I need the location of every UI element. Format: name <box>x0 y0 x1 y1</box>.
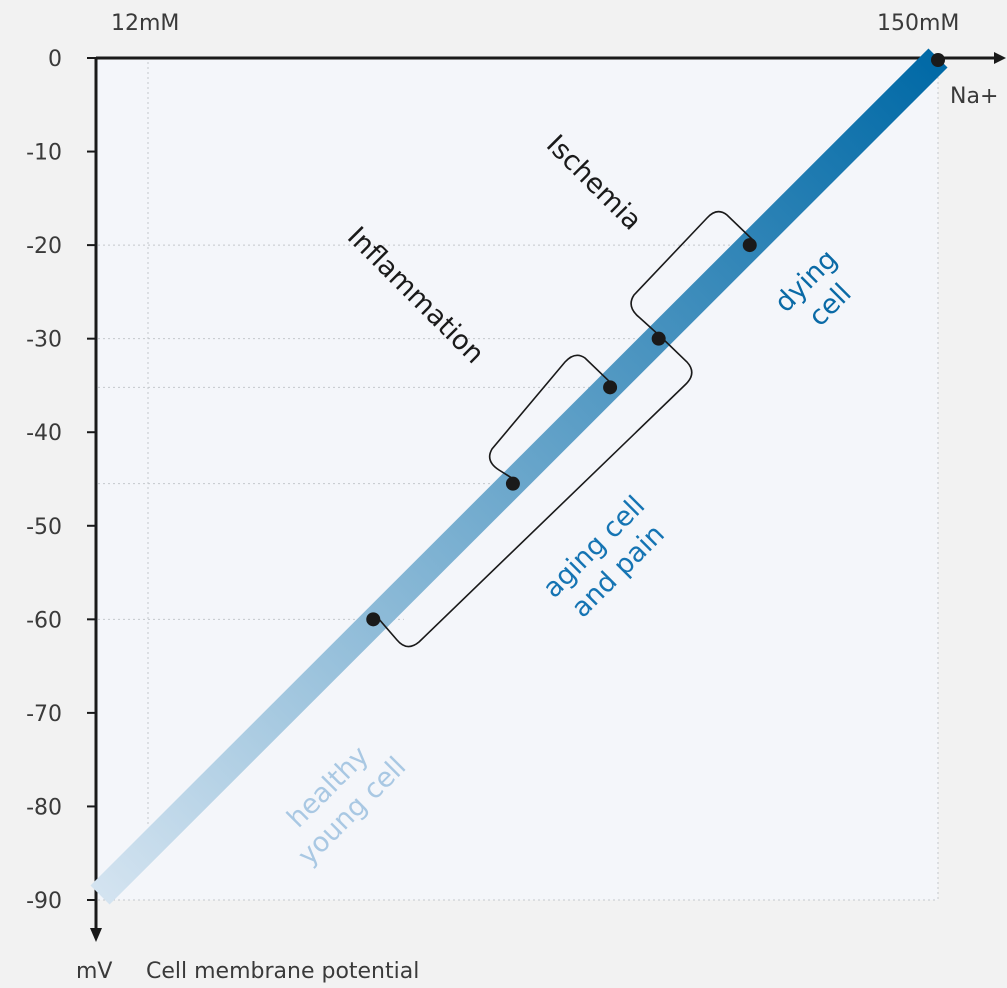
x-axis-arrow <box>994 52 1006 64</box>
data-point <box>505 476 520 491</box>
data-point <box>931 53 945 67</box>
na-label: Na+ <box>950 84 998 109</box>
data-points <box>366 53 945 627</box>
inflammation-bracket <box>488 354 613 481</box>
y-unit-label: mV <box>76 959 112 984</box>
y-tick-label: 0 <box>48 47 62 72</box>
y-tick-label: -90 <box>26 889 62 914</box>
data-point <box>366 612 381 627</box>
data-point <box>742 238 757 253</box>
y-tick-label: -70 <box>26 702 62 727</box>
y-tick-label: -30 <box>26 328 62 353</box>
grid-lines <box>98 62 939 901</box>
y-tick-label: -60 <box>26 608 62 633</box>
y-tick-label: -50 <box>26 515 62 540</box>
potential-band <box>90 48 948 905</box>
data-point <box>603 380 618 395</box>
x-max-label: 150mM <box>877 11 959 36</box>
x-min-label: 12mM <box>111 11 179 36</box>
data-point <box>651 331 666 346</box>
ischemia-bracket <box>630 210 756 338</box>
y-tick-label: -40 <box>26 421 62 446</box>
y-axis-title: Cell membrane potential <box>146 959 419 984</box>
y-tick-label: -10 <box>26 141 62 166</box>
aging-bracket <box>377 336 693 648</box>
brackets <box>377 210 756 648</box>
y-tick-labels: 0 -10 -20 -30 -40 -50 -60 -70 -80 -90 <box>26 47 96 914</box>
y-tick-label: -80 <box>26 795 62 820</box>
y-axis-arrow <box>90 928 102 942</box>
y-tick-label: -20 <box>26 234 62 259</box>
